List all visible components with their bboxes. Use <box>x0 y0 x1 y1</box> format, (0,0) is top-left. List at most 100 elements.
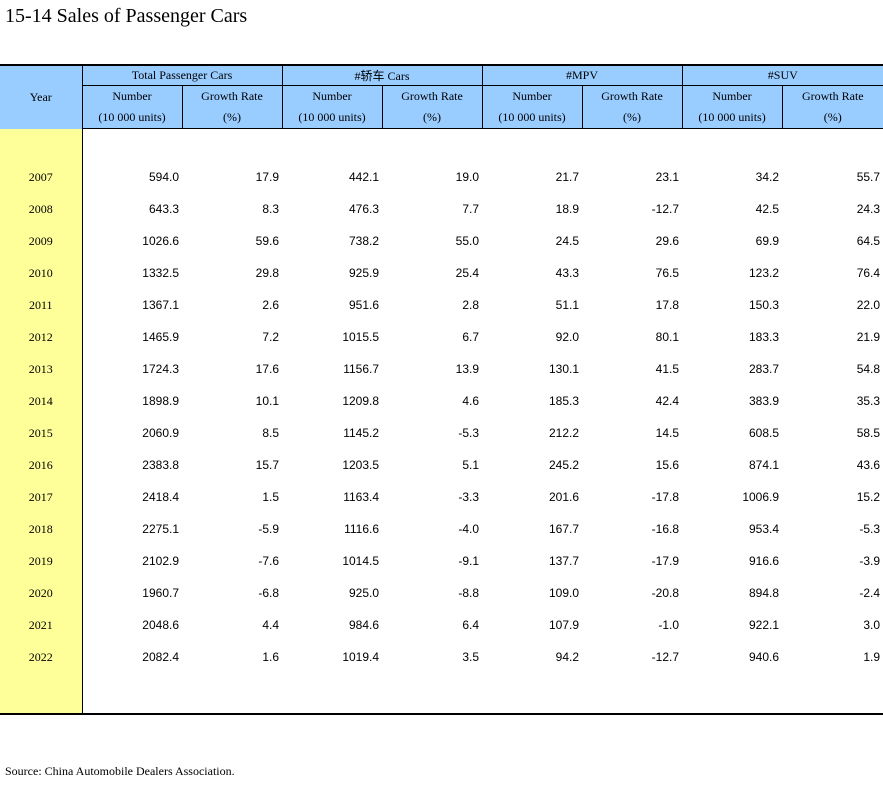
growth-rate-cell: 2.8 <box>462 298 480 312</box>
number-cell: 69.9 <box>755 234 780 248</box>
blank-cell <box>182 673 283 715</box>
number-cell: 2418.4 <box>142 490 179 504</box>
year-cell-blank <box>0 673 83 715</box>
number-cell: 1156.7 <box>343 362 380 376</box>
number-cell: 2102.9 <box>142 554 179 568</box>
growth-rate-header: Growth Rate <box>181 85 283 107</box>
table-row: 2007 594.0 17.9 442.1 19.0 21.7 23.1 34.2 55.7 <box>0 161 883 193</box>
number-cell: 1960.7 <box>142 586 179 600</box>
number-cell: 185.3 <box>548 394 580 408</box>
growth-rate-cell: 4.4 <box>262 618 280 632</box>
growth-rate-cell: 5.1 <box>462 458 480 472</box>
year-cell: 2015 <box>0 417 83 449</box>
year-cell: 2009 <box>0 225 83 257</box>
number-cell: 643.3 <box>148 202 179 216</box>
number-unit-header: (10 000 units) <box>81 107 182 129</box>
number-cell: 594.0 <box>148 170 179 184</box>
number-cell: 1332.5 <box>142 266 179 280</box>
blank-cell <box>182 129 282 162</box>
number-cell: 1209.8 <box>342 394 380 408</box>
growth-rate-cell: -12.7 <box>651 202 680 216</box>
table-row: 2017 2418.4 1.5 1163.4 -3.3 201.6 -17.8 1006.9 1… <box>0 481 883 513</box>
growth-rate-cell: 8.5 <box>262 426 280 440</box>
growth-rate-cell: 6.7 <box>462 330 480 344</box>
number-cell: 1724.3 <box>142 362 179 376</box>
number-cell: 1026.6 <box>142 234 179 248</box>
blank-cell <box>282 129 382 162</box>
growth-rate-cell: 6.4 <box>462 618 480 632</box>
growth-rate-cell: -5.9 <box>258 522 280 536</box>
number-cell: 183.3 <box>749 330 780 344</box>
table-row: 2012 1465.9 7.2 1015.5 6.7 92.0 80.1 183.3 21.9 <box>0 321 883 353</box>
growth-rate-cell: 15.6 <box>655 458 680 472</box>
blank-cell <box>782 129 883 162</box>
growth-rate-cell: 15.7 <box>255 458 280 472</box>
number-header: Number <box>281 85 383 107</box>
growth-rate-header: Growth Rate <box>781 85 883 107</box>
number-cell: 916.6 <box>749 554 780 568</box>
number-cell: 245.2 <box>548 458 580 472</box>
year-cell: 2013 <box>0 353 83 385</box>
spacer-row <box>0 673 883 715</box>
number-unit-header: (10 000 units) <box>281 107 383 129</box>
number-cell: 925.0 <box>348 586 380 600</box>
growth-rate-cell: 80.1 <box>655 330 680 344</box>
number-cell: 951.6 <box>348 298 380 312</box>
growth-rate-cell: -2.4 <box>859 586 881 600</box>
page-title: 15-14 Sales of Passenger Cars <box>5 5 248 27</box>
growth-rate-cell: -3.9 <box>859 554 881 568</box>
number-cell: 1014.5 <box>342 554 380 568</box>
growth-rate-header: Growth Rate <box>381 85 483 107</box>
year-cell: 2022 <box>0 641 83 673</box>
table-row: 2015 2060.9 8.5 1145.2 -5.3 212.2 14.5 608.5 58.… <box>0 417 883 449</box>
number-cell: 212.2 <box>548 426 580 440</box>
growth-rate-cell: -7.6 <box>258 554 280 568</box>
table-row: 2009 1026.6 59.6 738.2 55.0 24.5 29.6 69.9 64.5 <box>0 225 883 257</box>
growth-rate-cell: 35.3 <box>856 394 881 408</box>
number-cell: 1116.6 <box>344 522 380 536</box>
number-cell: 2048.6 <box>142 618 179 632</box>
number-cell: 984.6 <box>348 618 380 632</box>
growth-rate-cell: 64.5 <box>856 234 881 248</box>
number-cell: 1015.5 <box>342 330 380 344</box>
year-cell: 2017 <box>0 481 83 513</box>
blank-cell <box>482 673 583 715</box>
growth-rate-cell: 29.6 <box>655 234 680 248</box>
growth-rate-cell: 4.6 <box>462 394 480 408</box>
growth-rate-cell: -5.3 <box>458 426 480 440</box>
number-cell: 1203.5 <box>342 458 380 472</box>
table-row: 2016 2383.8 15.7 1203.5 5.1 245.2 15.6 874.1 43.… <box>0 449 883 481</box>
number-unit-header: (10 000 units) <box>681 107 783 129</box>
growth-rate-cell: 59.6 <box>255 234 280 248</box>
growth-rate-cell: 3.5 <box>462 650 480 664</box>
growth-rate-cell: 21.9 <box>856 330 881 344</box>
number-cell: 123.2 <box>749 266 780 280</box>
growth-rate-cell: 14.5 <box>655 426 680 440</box>
growth-rate-cell: 1.5 <box>262 490 280 504</box>
number-cell: 2060.9 <box>142 426 179 440</box>
table-row: 2014 1898.9 10.1 1209.8 4.6 185.3 42.4 383.9 35.… <box>0 385 883 417</box>
number-cell: 925.9 <box>348 266 380 280</box>
growth-rate-cell: 25.4 <box>455 266 480 280</box>
number-cell: 24.5 <box>555 234 580 248</box>
group-header-cars: #轿车 Cars <box>281 64 483 86</box>
growth-rate-cell: -16.8 <box>651 522 680 536</box>
table-row: 2018 2275.1 -5.9 1116.6 -4.0 167.7 -16.8 953.4 -… <box>0 513 883 545</box>
blank-cell <box>482 129 582 162</box>
growth-rate-unit-header: (%) <box>781 107 883 129</box>
growth-rate-cell: -1.0 <box>658 618 680 632</box>
growth-rate-cell: 8.3 <box>262 202 280 216</box>
growth-rate-cell: -8.8 <box>458 586 480 600</box>
growth-rate-cell: 58.5 <box>856 426 881 440</box>
number-cell: 1145.2 <box>343 426 380 440</box>
year-cell: 2020 <box>0 577 83 609</box>
growth-rate-cell: 15.2 <box>856 490 881 504</box>
number-cell: 51.1 <box>555 298 580 312</box>
table-header: Year Total Passenger Cars #轿车 Cars #MPV … <box>0 64 883 129</box>
growth-rate-cell: 13.9 <box>455 362 480 376</box>
blank-cell <box>81 128 182 161</box>
growth-rate-cell: 42.4 <box>655 394 680 408</box>
growth-rate-cell: 17.9 <box>255 170 280 184</box>
number-cell: 43.3 <box>555 266 580 280</box>
blank-cell <box>282 673 383 715</box>
